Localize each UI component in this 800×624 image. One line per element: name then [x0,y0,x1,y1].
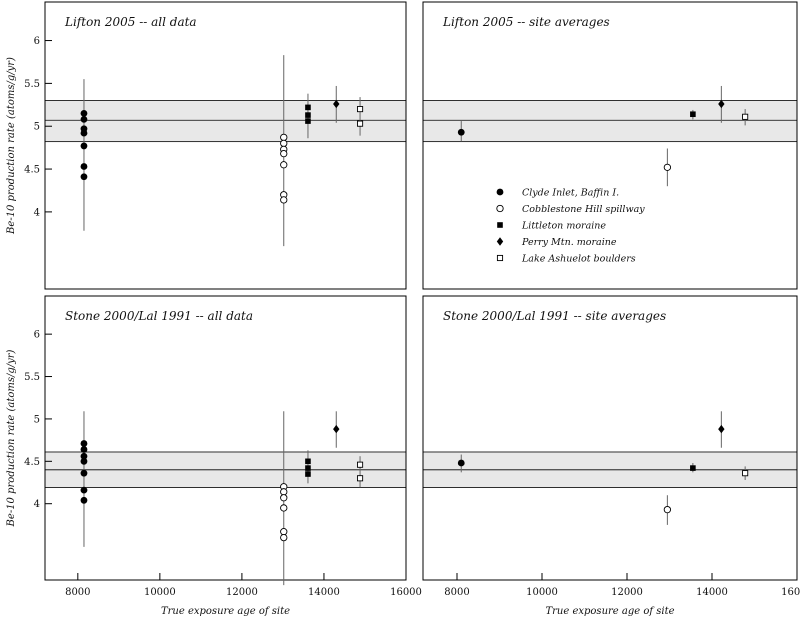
panel-frame [422,1,798,290]
open-circle-marker [280,494,288,502]
open-square-marker [742,113,749,120]
filled-circle-marker [80,129,88,137]
panel-title: Lifton 2005 -- all data [64,15,197,29]
filled-diamond-marker [333,99,340,109]
y-tick-label: 5 [34,122,40,133]
filled-square-marker [690,111,696,118]
panel-stone-all-data: Stone 2000/Lal 1991 -- all data Be-10 pr… [6,295,422,617]
y-tick-label: 4.5 [24,457,40,468]
filled-circle-marker [80,452,88,460]
filled-circle-marker [457,128,465,136]
x-tick-label: 12000 [611,587,643,598]
uncertainty-band [44,100,407,143]
legend-label: Cobblestone Hill spillway [522,204,645,215]
filled-circle-marker [80,142,88,150]
x-tick-label: 10000 [144,587,176,598]
filled-circle-marker [496,188,504,196]
open-circle-marker [280,161,288,169]
filled-circle-marker [80,446,88,453]
y-tick-label: 6 [34,330,40,341]
filled-square-marker [305,458,311,465]
open-circle-marker [280,528,288,536]
legend-label: Lake Ashuelot boulders [521,254,636,265]
open-square-marker [357,106,364,113]
filled-diamond-marker [718,99,725,109]
filled-circle-marker [80,457,88,465]
y-axis-label: Be-10 production rate (atoms/g/yr) [6,349,17,527]
filled-square-marker [305,471,311,477]
filled-diamond-marker [496,237,504,246]
x-axis-label: True exposure age of site [161,606,290,617]
filled-square-marker [305,118,311,124]
filled-diamond-marker [718,424,725,434]
panel-frame [44,1,407,290]
y-tick-label: 5 [34,414,40,425]
filled-circle-marker [457,459,465,467]
filled-circle-marker [80,115,88,123]
legend-label: Clyde Inlet, Baffin I. [522,188,619,199]
y-tick-label: 6 [34,36,40,47]
filled-circle-marker [80,440,88,447]
open-circle-marker [280,488,288,496]
open-circle-marker [280,196,288,204]
panel-title: Stone 2000/Lal 1991 -- all data [65,309,253,323]
x-tick-label: 14000 [696,587,728,598]
x-tick-label: 16000 [390,587,422,598]
x-axis-label: True exposure age of site [545,606,674,617]
legend: Clyde Inlet, Baffin I. Cobblestone Hill s… [496,188,645,265]
x-tick-label: 16000 [781,587,800,598]
filled-circle-marker [80,486,88,494]
open-square-marker [357,120,364,127]
panel-lifton-site-averages: Lifton 2005 -- site averages [422,1,798,290]
filled-square-marker [305,465,311,471]
panel-frame [44,295,407,581]
open-square-marker [742,470,749,477]
y-tick-label: 5.5 [24,79,40,90]
filled-square-marker [690,465,696,471]
x-tick-label: 12000 [226,587,258,598]
open-square-marker [357,461,364,468]
open-circle-marker [280,133,288,142]
legend-label: Littleton moraine [521,221,606,232]
filled-diamond-marker [333,424,340,434]
panel-lifton-all-data: Lifton 2005 -- all data Be-10 production… [6,1,407,290]
filled-circle-marker [80,496,88,504]
y-tick-label: 4 [34,499,40,510]
open-circle-marker [280,533,288,542]
open-circle-marker [663,163,672,171]
panel-stone-site-averages: Stone 2000/Lal 1991 -- site averages Tru… [422,295,800,617]
open-circle-marker [496,204,504,213]
filled-circle-marker [80,109,88,117]
filled-square-marker [305,104,311,111]
filled-circle-marker [80,469,88,477]
panel-title: Lifton 2005 -- site averages [442,15,610,29]
uncertainty-band [422,100,798,143]
x-tick-label: 10000 [526,587,558,598]
open-circle-marker [280,139,288,148]
panel-title: Stone 2000/Lal 1991 -- site averages [443,309,666,323]
panel-frame [422,295,798,581]
open-circle-marker [663,505,672,514]
x-tick-label: 8000 [65,587,90,598]
open-square-marker [357,475,364,482]
filled-square-marker [497,222,503,228]
x-tick-label: 14000 [308,587,340,598]
open-circle-marker [280,149,288,158]
y-axis-label: Be-10 production rate (atoms/g/yr) [6,57,17,235]
y-tick-label: 4.5 [24,165,40,176]
y-tick-label: 5.5 [24,372,40,383]
open-square-marker [496,254,504,262]
x-tick-label: 8000 [444,587,469,598]
filled-square-marker [305,112,311,118]
filled-circle-marker [80,163,88,170]
open-circle-marker [280,504,288,512]
filled-circle-marker [80,173,88,181]
legend-label: Perry Mtn. moraine [521,237,617,248]
y-tick-label: 4 [34,207,40,218]
